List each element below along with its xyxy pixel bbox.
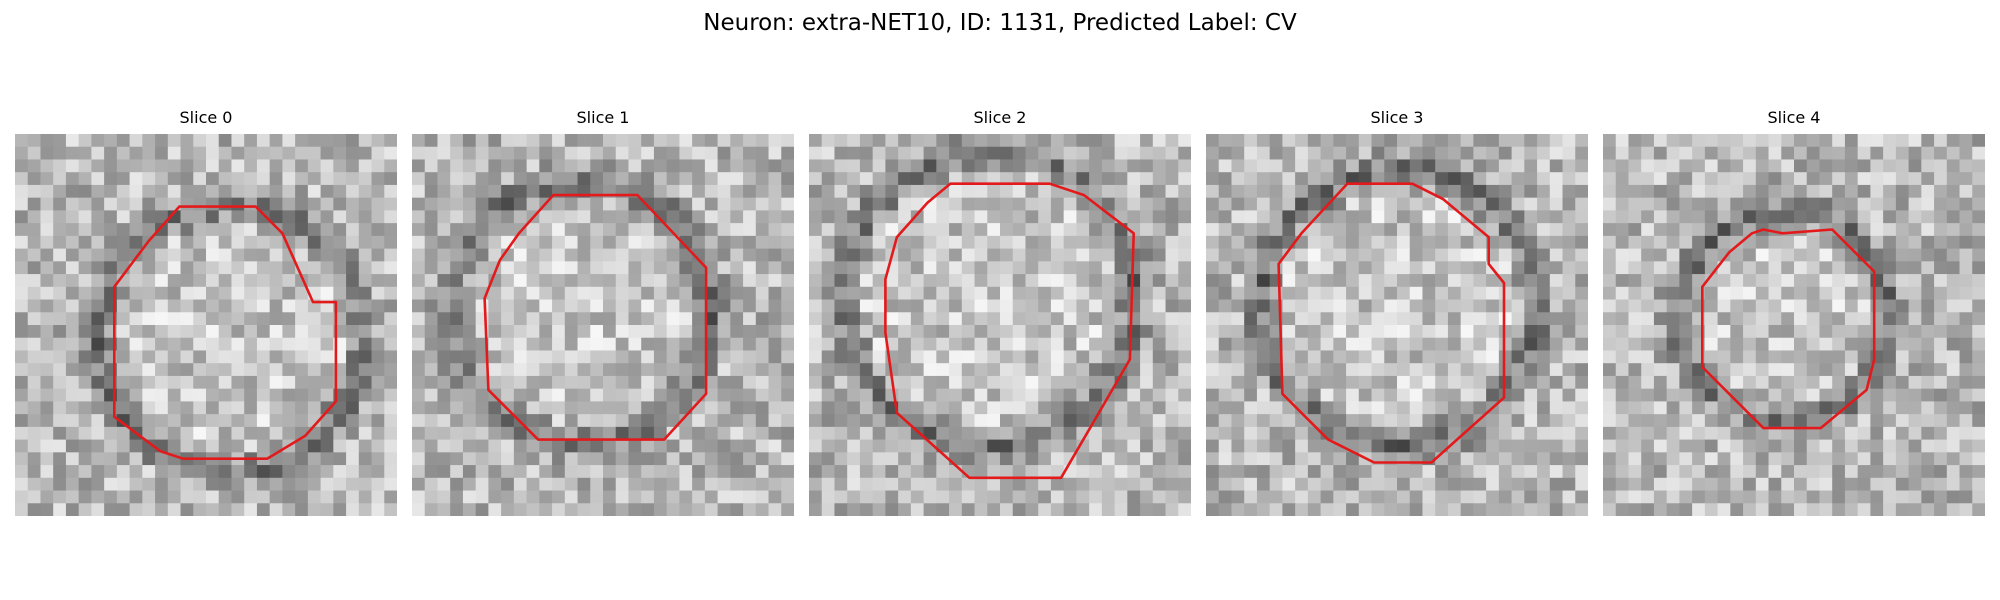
slice-3-image [1206, 134, 1588, 516]
slice-4-image [1603, 134, 1985, 516]
slice-2-title: Slice 2 [973, 108, 1027, 127]
slice-0-contour [113, 205, 338, 461]
slice-2-pixels [809, 134, 1191, 516]
slice-3-title: Slice 3 [1370, 108, 1424, 127]
slice-3-contour [1277, 182, 1506, 464]
slice-panel-4: Slice 4 [1603, 106, 1985, 516]
slice-1-title: Slice 1 [576, 108, 630, 127]
slice-2-image [809, 134, 1191, 516]
slice-panel-2: Slice 2 [809, 106, 1191, 516]
slice-panel-3: Slice 3 [1206, 106, 1588, 516]
slice-2-contour [884, 182, 1136, 480]
slice-1-image [412, 134, 794, 516]
slice-0-title: Slice 0 [179, 108, 233, 127]
slice-panel-0: Slice 0 [15, 106, 397, 516]
figure-title: Neuron: extra-NET10, ID: 1131, Predicted… [703, 10, 1297, 36]
slice-3-pixels [1206, 134, 1588, 516]
slice-1-contour [483, 193, 708, 441]
slice-4-pixels [1603, 134, 1985, 516]
slice-4-title: Slice 4 [1767, 108, 1821, 127]
slice-0-pixels [15, 134, 397, 516]
slice-4-contour [1701, 228, 1876, 430]
slice-panel-1: Slice 1 [412, 106, 794, 516]
slice-1-pixels [412, 134, 794, 516]
slice-0-image [15, 134, 397, 516]
